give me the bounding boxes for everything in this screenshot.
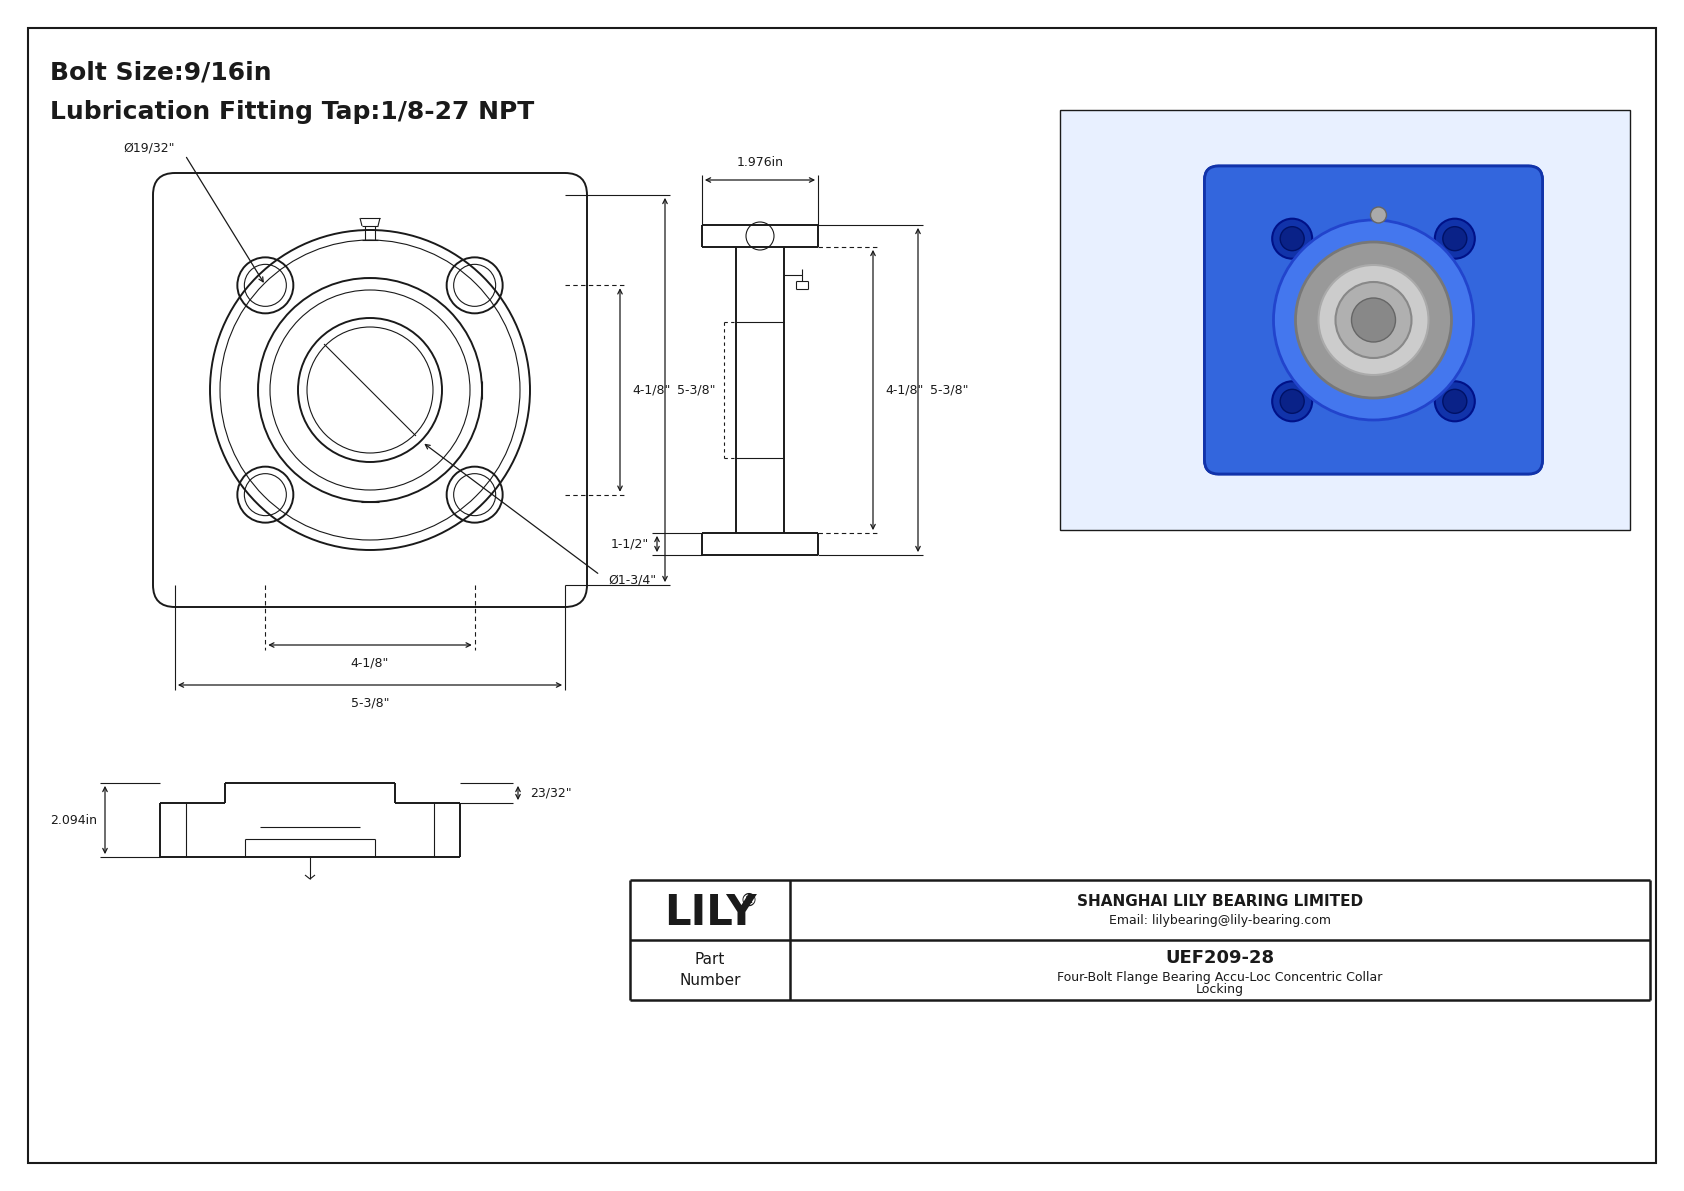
Circle shape <box>1443 389 1467 413</box>
Text: 5-3/8": 5-3/8" <box>677 384 716 397</box>
Text: UEF209-28: UEF209-28 <box>1165 949 1275 967</box>
Text: Four-Bolt Flange Bearing Accu-Loc Concentric Collar: Four-Bolt Flange Bearing Accu-Loc Concen… <box>1058 971 1383 984</box>
Circle shape <box>1435 219 1475 258</box>
Bar <box>1059 110 1630 530</box>
Text: ®: ® <box>739 892 758 910</box>
Text: 5-3/8": 5-3/8" <box>350 697 389 710</box>
Text: 1.976in: 1.976in <box>736 156 783 168</box>
Circle shape <box>1280 226 1303 250</box>
Circle shape <box>1280 389 1303 413</box>
Text: Ø1-3/4": Ø1-3/4" <box>608 574 657 586</box>
FancyBboxPatch shape <box>1204 166 1543 474</box>
Circle shape <box>1271 219 1312 258</box>
Text: SHANGHAI LILY BEARING LIMITED: SHANGHAI LILY BEARING LIMITED <box>1078 893 1362 909</box>
Text: 4-1/8": 4-1/8" <box>350 656 389 669</box>
Circle shape <box>1371 207 1386 223</box>
FancyBboxPatch shape <box>1216 177 1531 462</box>
Text: 4-1/8": 4-1/8" <box>886 384 923 397</box>
Circle shape <box>1273 220 1474 420</box>
Text: Part
Number: Part Number <box>679 952 741 989</box>
Text: 2.094in: 2.094in <box>51 813 98 827</box>
Text: 1-1/2": 1-1/2" <box>611 537 648 550</box>
Circle shape <box>1295 242 1452 398</box>
Text: 23/32": 23/32" <box>530 786 571 799</box>
Text: Locking: Locking <box>1196 983 1244 996</box>
FancyBboxPatch shape <box>1204 166 1543 474</box>
Circle shape <box>1271 381 1312 422</box>
Circle shape <box>1319 266 1428 375</box>
Text: Ø19/32": Ø19/32" <box>123 142 175 155</box>
Circle shape <box>1435 381 1475 422</box>
Circle shape <box>1352 298 1396 342</box>
Text: LILY: LILY <box>663 892 756 934</box>
Text: 4-1/8": 4-1/8" <box>632 384 670 397</box>
Text: Bolt Size:9/16in: Bolt Size:9/16in <box>51 60 271 85</box>
Text: Email: lilybearing@lily-bearing.com: Email: lilybearing@lily-bearing.com <box>1110 915 1330 928</box>
Circle shape <box>1443 226 1467 250</box>
Circle shape <box>1335 282 1411 358</box>
Text: 5-3/8": 5-3/8" <box>930 384 968 397</box>
Text: Lubrication Fitting Tap:1/8-27 NPT: Lubrication Fitting Tap:1/8-27 NPT <box>51 100 534 124</box>
